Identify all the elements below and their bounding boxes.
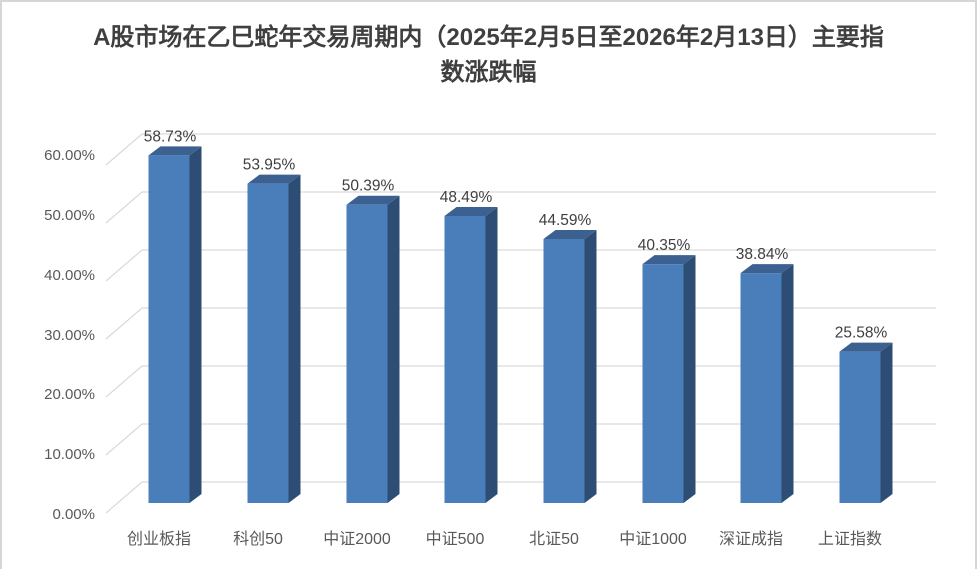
y-axis-tick-label: 10.00% — [44, 446, 95, 463]
bar-data-label: 44.59% — [539, 212, 592, 229]
y-axis-tick-label: 0.00% — [52, 506, 95, 523]
bar-front-face — [148, 155, 190, 503]
bar-data-label: 48.49% — [440, 189, 493, 206]
bar-front-face — [444, 215, 486, 503]
category-label: 科创50 — [233, 530, 283, 548]
bar-side-face — [485, 206, 498, 503]
category-label: 中证2000 — [323, 530, 391, 548]
bar-data-label: 58.73% — [144, 128, 197, 145]
y-axis-tick-label: 60.00% — [44, 147, 95, 164]
bar-top-face — [148, 146, 202, 156]
bar-top-face — [247, 174, 301, 184]
bar-front-face — [839, 351, 881, 503]
category-label: 中证500 — [426, 530, 485, 548]
bar-side-face — [584, 230, 597, 503]
y-axis-tick-label: 40.00% — [44, 267, 95, 284]
bar-data-label: 38.84% — [736, 246, 789, 263]
y-axis-tick-label: 30.00% — [44, 327, 95, 344]
y-gridline — [105, 365, 936, 398]
y-axis-tick-label: 50.00% — [44, 207, 95, 224]
bar-top-face — [839, 342, 893, 352]
bar-front-face — [740, 273, 782, 503]
category-label: 上证指数 — [818, 530, 882, 548]
bar-top-face — [642, 255, 696, 265]
bar-front-face — [247, 183, 289, 503]
bar-top-face — [346, 195, 400, 205]
bar-side-face — [683, 255, 696, 503]
y-gridline — [105, 249, 936, 282]
chart-title: A股市场在乙巳蛇年交易周期内（2025年2月5日至2026年2月13日）主要指数… — [93, 24, 884, 86]
bar-top-face — [740, 264, 794, 274]
category-label: 深证成指 — [719, 530, 783, 548]
y-axis-tick-label: 20.00% — [44, 386, 95, 403]
category-label: 北证50 — [529, 530, 579, 548]
bar-data-label: 25.58% — [835, 325, 888, 342]
bar-top-face — [543, 230, 597, 240]
y-gridline — [105, 307, 936, 340]
bar-side-face — [781, 264, 794, 503]
bar-front-face — [543, 239, 585, 503]
category-label: 中证1000 — [619, 530, 687, 548]
bar-data-label: 50.39% — [342, 178, 395, 195]
bar-top-face — [444, 206, 498, 216]
bar-data-label: 40.35% — [638, 237, 691, 254]
bar-side-face — [189, 146, 202, 503]
y-gridline — [105, 481, 936, 514]
y-gridline — [105, 133, 936, 166]
bar-side-face — [880, 342, 893, 503]
bar-data-label: 53.95% — [243, 157, 296, 174]
bar-side-face — [387, 195, 400, 503]
bar-front-face — [642, 264, 684, 503]
bar-front-face — [346, 204, 388, 503]
y-gridline — [105, 191, 936, 224]
bar-side-face — [288, 174, 301, 503]
y-gridline — [105, 423, 936, 456]
category-label: 创业板指 — [127, 530, 191, 548]
